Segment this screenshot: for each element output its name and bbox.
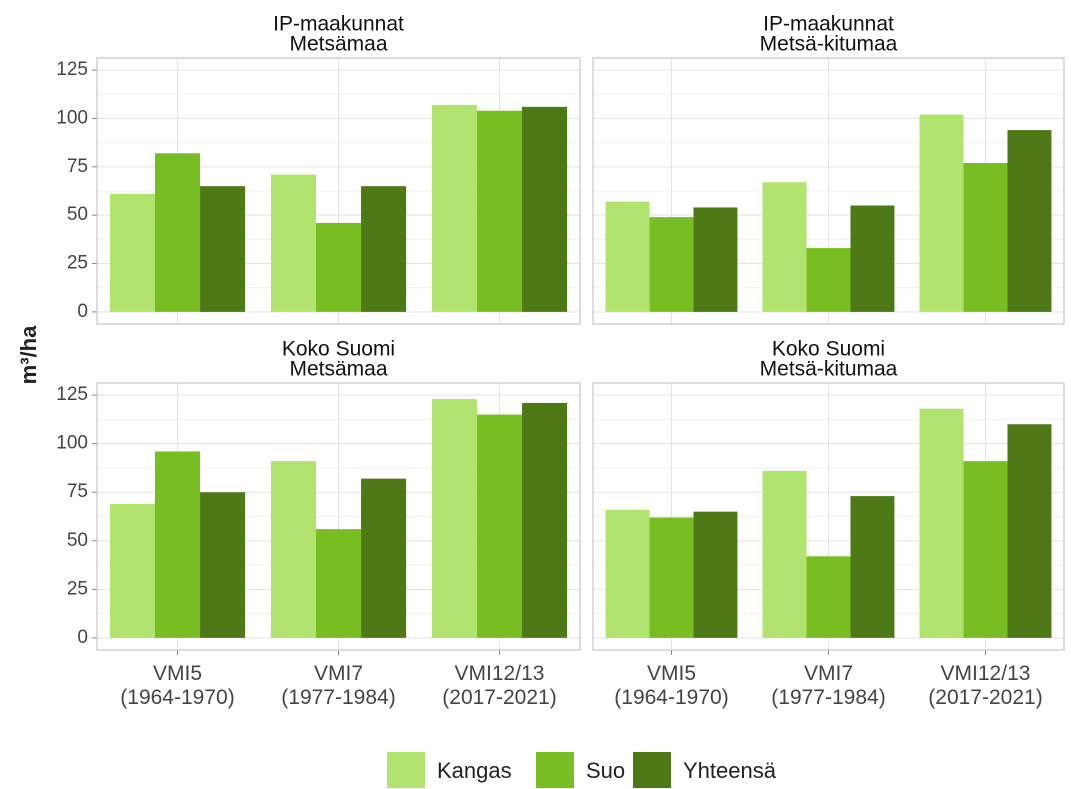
legend-swatch <box>387 752 425 788</box>
bar <box>850 205 895 312</box>
bar <box>361 478 407 638</box>
x-tick-label-line: (2017-2021) <box>928 686 1042 709</box>
panel-title: IP-maakunnat <box>273 13 404 36</box>
panel-border <box>96 382 581 651</box>
x-tick-label-line: VMI7 <box>314 662 363 685</box>
bar <box>522 106 568 312</box>
bar <box>270 461 316 638</box>
x-tick-label-line: (1964-1970) <box>614 686 728 709</box>
bar <box>270 174 316 312</box>
y-axis-label: m³/ha <box>16 325 41 384</box>
bar <box>963 162 1008 312</box>
bar <box>806 556 851 638</box>
bar <box>605 509 650 638</box>
panel-title: Koko Suomi <box>772 338 885 361</box>
x-tick-label-line: (1977-1984) <box>771 686 885 709</box>
bar <box>200 492 246 638</box>
panel-title: IP-maakunnat <box>763 13 894 36</box>
bar <box>1007 424 1052 638</box>
bar <box>431 399 477 638</box>
bar <box>431 104 477 312</box>
bar <box>154 451 201 638</box>
x-tick-label-line: VMI5 <box>647 662 696 685</box>
x-tick-label-line: (2017-2021) <box>442 686 556 709</box>
panel-subtitle: Metsämaa <box>289 33 387 56</box>
y-tick-label: 100 <box>56 433 88 454</box>
panel-border <box>592 57 1065 325</box>
bar <box>109 193 155 312</box>
x-tick-label: VMI12/13 (2017-2021) <box>928 662 1042 709</box>
panel-border <box>592 382 1065 651</box>
bar <box>1007 130 1052 312</box>
legend-label: Suo <box>586 758 625 783</box>
legend-label: Kangas <box>437 758 512 783</box>
bar <box>361 186 407 312</box>
bar <box>762 182 807 312</box>
panel-subtitle: Metsä-kitumaa <box>760 358 898 381</box>
panel-border <box>96 57 581 325</box>
bar <box>476 110 523 312</box>
bar <box>605 201 650 312</box>
bar <box>522 402 568 638</box>
bar <box>919 408 964 638</box>
y-tick-label: 75 <box>67 156 88 177</box>
x-tick-label: VMI5 (1964-1970) <box>120 662 234 709</box>
bar <box>693 207 738 312</box>
bar <box>762 470 807 638</box>
y-tick-label: 0 <box>77 627 88 648</box>
bar <box>476 414 523 638</box>
x-tick-label-line: (1977-1984) <box>281 686 395 709</box>
y-tick-label: 25 <box>67 578 88 599</box>
y-tick-label: 100 <box>56 107 88 128</box>
y-tick-label: 50 <box>67 204 88 225</box>
bar <box>315 529 362 638</box>
legend-swatch <box>536 752 574 788</box>
bar <box>649 517 694 638</box>
x-tick-label-line: (1964-1970) <box>120 686 234 709</box>
x-tick-label-line: VMI12/13 <box>455 662 545 685</box>
x-tick-label-line: VMI5 <box>153 662 202 685</box>
x-tick-label: VMI7 (1977-1984) <box>771 662 885 709</box>
y-tick-label: 75 <box>67 481 88 502</box>
panel-title: Koko Suomi <box>282 338 395 361</box>
bar <box>919 114 964 312</box>
y-tick-label: 125 <box>56 59 88 80</box>
x-tick-label: VMI7 (1977-1984) <box>281 662 395 709</box>
bar <box>200 186 246 312</box>
bar <box>850 496 895 638</box>
y-tick-label: 25 <box>67 253 88 274</box>
panel-subtitle: Metsämaa <box>289 358 387 381</box>
bar <box>806 248 851 312</box>
bar <box>693 511 738 638</box>
bar <box>315 222 362 312</box>
y-tick-label: 0 <box>77 301 88 322</box>
x-tick-label-line: VMI7 <box>804 662 853 685</box>
bar <box>154 153 201 312</box>
bar <box>963 461 1008 638</box>
legend-swatch <box>633 752 671 788</box>
x-tick-label: VMI12/13 (2017-2021) <box>442 662 556 709</box>
y-tick-label: 125 <box>56 384 88 405</box>
y-tick-label: 50 <box>67 530 88 551</box>
x-tick-label: VMI5 (1964-1970) <box>614 662 728 709</box>
bar <box>109 503 155 638</box>
bar <box>649 217 694 312</box>
x-tick-label-line: VMI12/13 <box>941 662 1031 685</box>
legend-label: Yhteensä <box>683 758 777 783</box>
panel-subtitle: Metsä-kitumaa <box>760 33 898 56</box>
